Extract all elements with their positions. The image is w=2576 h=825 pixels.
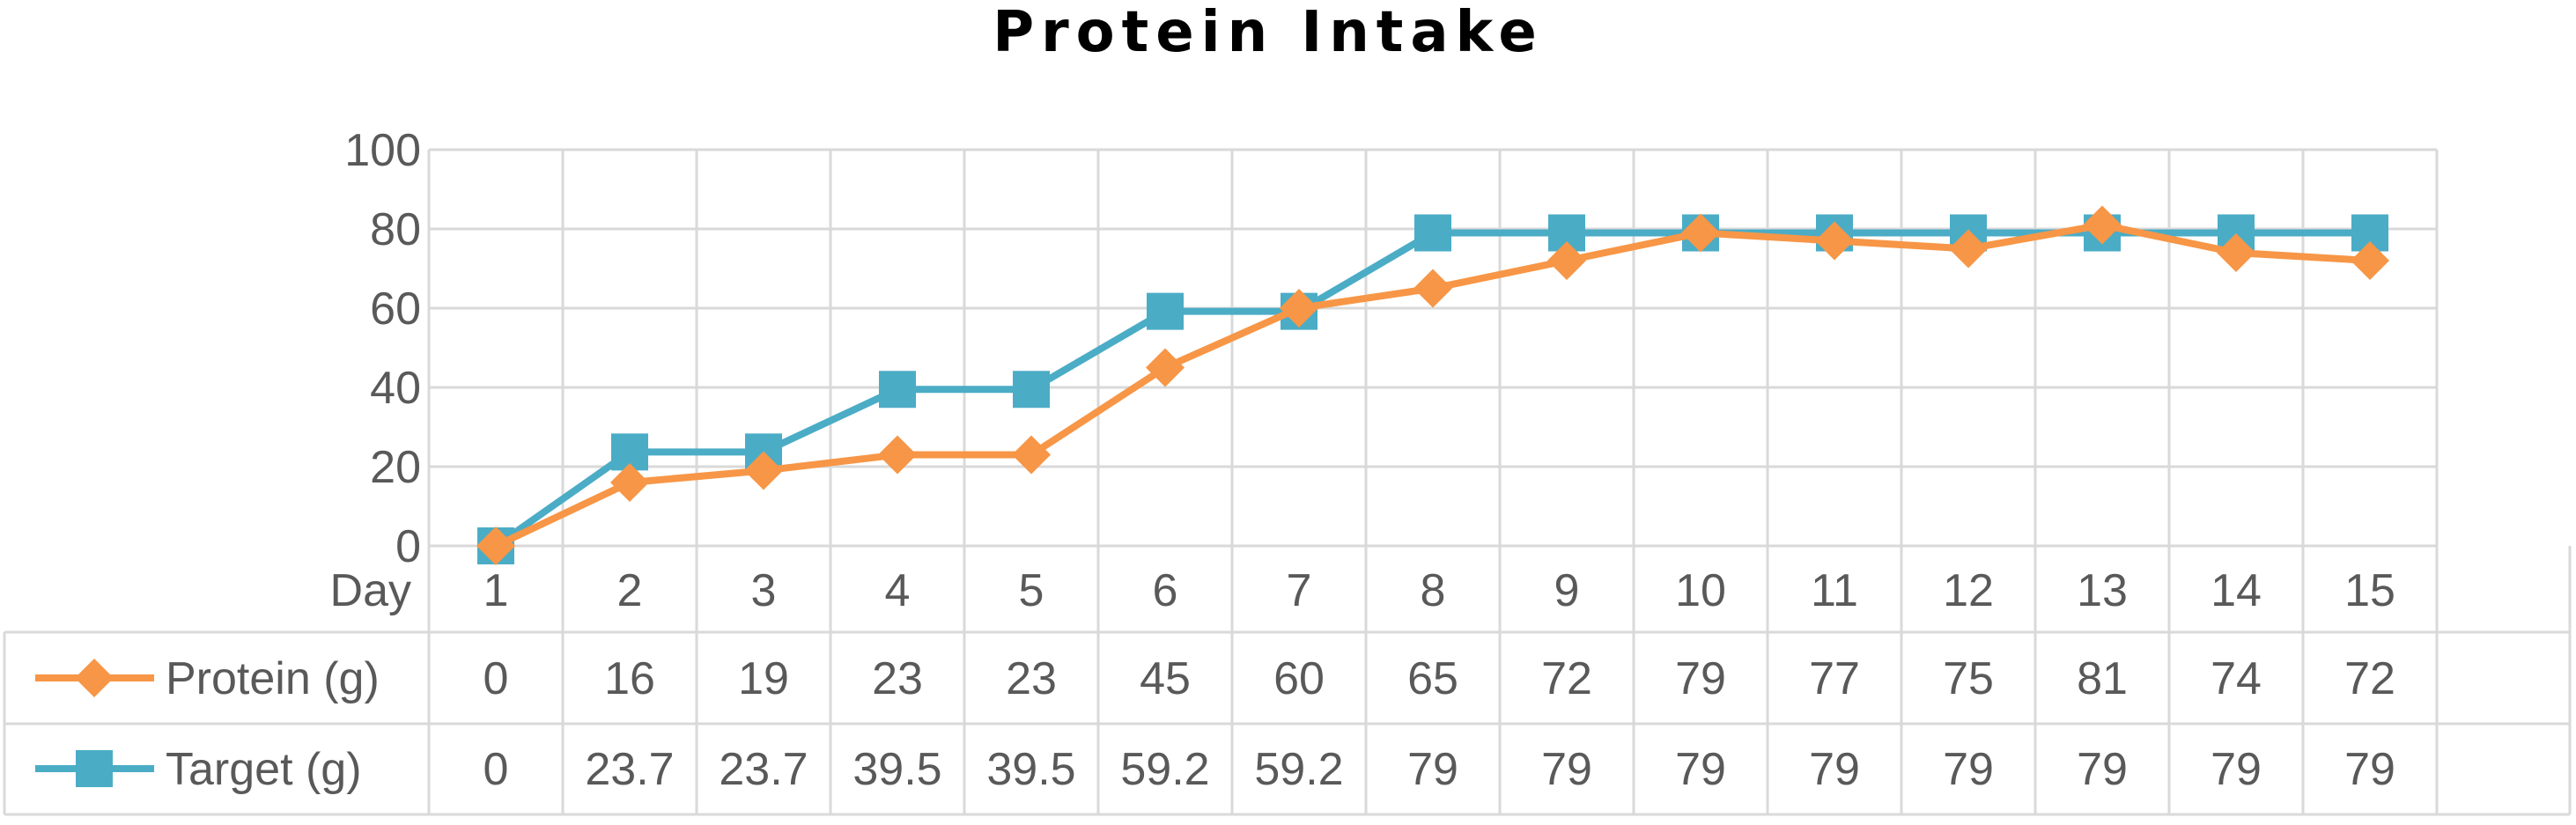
data-table-cell: 65 bbox=[1407, 653, 1458, 704]
data-table-cell: 39.5 bbox=[853, 744, 941, 795]
data-table-cell: 74 bbox=[2211, 653, 2262, 704]
data-point-protein bbox=[2083, 205, 2122, 245]
data-point-protein bbox=[1413, 269, 1452, 308]
data-table-cell: 0 bbox=[483, 653, 509, 704]
data-point-protein bbox=[476, 527, 515, 565]
x-tick-label: 15 bbox=[2344, 565, 2395, 616]
data-point-protein bbox=[744, 451, 783, 490]
data-point-protein bbox=[1949, 229, 1988, 269]
x-tick-label: 12 bbox=[1943, 565, 1994, 616]
series-lines bbox=[476, 205, 2389, 565]
data-table-cell: 23 bbox=[1006, 653, 1057, 704]
data-point-protein bbox=[1280, 289, 1318, 328]
data-point-protein bbox=[1681, 213, 1720, 253]
data-table-cell: 79 bbox=[1675, 744, 1726, 795]
x-axis-label: Day bbox=[330, 565, 411, 616]
data-table-cell: 59.2 bbox=[1120, 744, 1209, 795]
data-table-cell: 79 bbox=[1675, 653, 1726, 704]
chart-title: Protein Intake bbox=[993, 0, 1544, 65]
x-tick-label: 3 bbox=[751, 565, 777, 616]
data-table-cell: 79 bbox=[1407, 744, 1458, 795]
data-point-target bbox=[1414, 214, 1451, 252]
data-point-protein bbox=[610, 463, 649, 502]
x-tick-label: 1 bbox=[483, 565, 509, 616]
y-tick-label: 80 bbox=[370, 204, 421, 255]
x-tick-label: 4 bbox=[885, 565, 911, 616]
data-point-protein bbox=[1547, 241, 1586, 280]
data-table-cell: 72 bbox=[1541, 653, 1592, 704]
y-tick-label: 100 bbox=[344, 125, 421, 176]
legend-label-0: Protein (g) bbox=[166, 653, 380, 704]
data-table-cell: 79 bbox=[2211, 744, 2262, 795]
y-tick-label: 60 bbox=[370, 284, 421, 335]
y-axis: 0 20 40 60 80 100 bbox=[344, 125, 421, 572]
y-tick-label: 20 bbox=[370, 442, 421, 493]
data-point-target bbox=[76, 750, 113, 787]
series-target bbox=[477, 214, 2388, 564]
data-table-cell: 81 bbox=[2077, 653, 2128, 704]
x-tick-label: 13 bbox=[2077, 565, 2128, 616]
y-tick-label: 0 bbox=[395, 521, 421, 572]
data-table-cell: 79 bbox=[1809, 744, 1860, 795]
x-tick-label: 14 bbox=[2211, 565, 2262, 616]
x-tick-label: 2 bbox=[617, 565, 643, 616]
data-table-cell: 23 bbox=[872, 653, 923, 704]
data-point-target bbox=[879, 371, 916, 409]
data-table-cell: 59.2 bbox=[1254, 744, 1343, 795]
data-point-protein bbox=[1815, 221, 1854, 261]
x-tick-label: 11 bbox=[1811, 565, 1858, 616]
data-table-cell: 19 bbox=[738, 653, 789, 704]
y-tick-label: 40 bbox=[370, 363, 421, 414]
legend-label-1: Target (g) bbox=[166, 744, 362, 795]
data-table-cell: 45 bbox=[1140, 653, 1191, 704]
data-table-cell: 77 bbox=[1809, 653, 1860, 704]
x-tick-label: 6 bbox=[1153, 565, 1178, 616]
x-tick-label: 7 bbox=[1287, 565, 1312, 616]
x-tick-label: 5 bbox=[1019, 565, 1044, 616]
data-point-protein bbox=[1012, 435, 1051, 475]
data-table-cell: 0 bbox=[483, 744, 509, 795]
data-point-protein bbox=[878, 435, 917, 475]
data-point-protein bbox=[2217, 233, 2255, 272]
data-table-cell: 79 bbox=[2077, 744, 2128, 795]
data-table-cell: 23.7 bbox=[719, 744, 808, 795]
data-point-target bbox=[1147, 292, 1184, 330]
data-table-cell: 16 bbox=[604, 653, 655, 704]
data-point-protein bbox=[75, 659, 114, 697]
data-table-cell: 79 bbox=[1943, 744, 1994, 795]
data-point-protein bbox=[2351, 241, 2389, 280]
x-tick-label: 10 bbox=[1675, 565, 1726, 616]
data-table-cell: 75 bbox=[1943, 653, 1994, 704]
data-table-cell: 60 bbox=[1273, 653, 1325, 704]
data-table-cell: 23.7 bbox=[585, 744, 674, 795]
data-table-cell: 39.5 bbox=[986, 744, 1075, 795]
series-protein bbox=[476, 205, 2389, 565]
data-table-cell: 79 bbox=[1541, 744, 1592, 795]
data-point-protein bbox=[1146, 348, 1185, 387]
data-table-cell: 79 bbox=[2344, 744, 2395, 795]
data-point-target bbox=[1013, 371, 1050, 409]
x-tick-label: 8 bbox=[1421, 565, 1446, 616]
x-tick-label: 9 bbox=[1554, 565, 1580, 616]
data-table-cell: 72 bbox=[2344, 653, 2395, 704]
